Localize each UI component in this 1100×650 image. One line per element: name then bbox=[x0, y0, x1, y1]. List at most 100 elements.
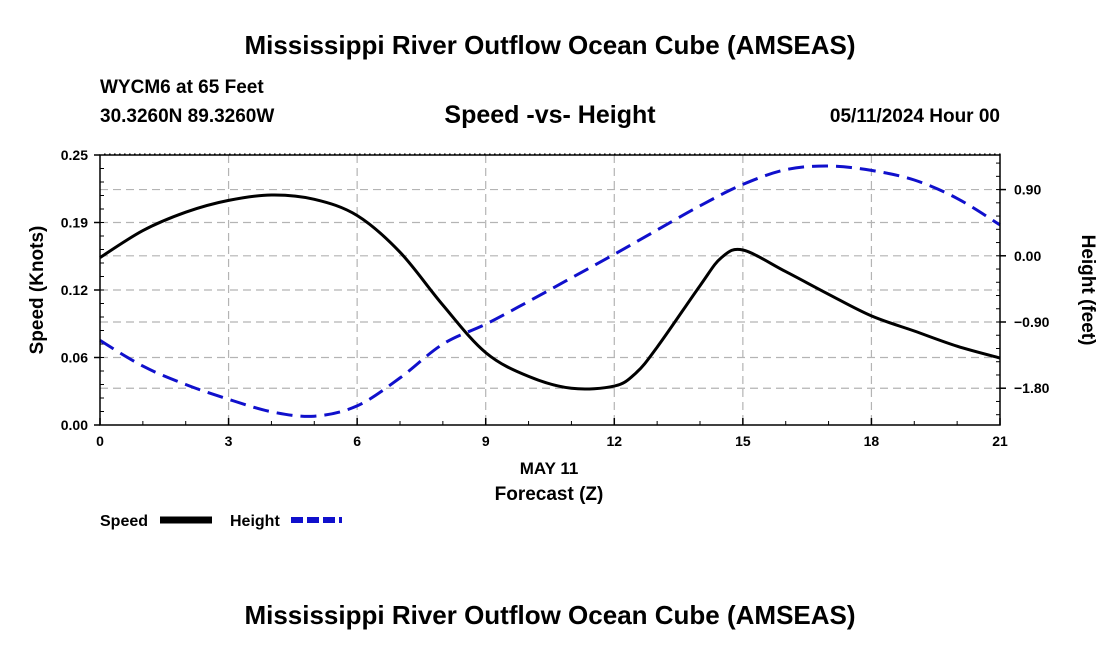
legend: Speed Height bbox=[100, 513, 342, 530]
frame-dot bbox=[924, 153, 926, 156]
frame-dot bbox=[459, 153, 461, 156]
frame-dot bbox=[894, 153, 896, 156]
frame-dot bbox=[254, 153, 256, 156]
x-tick-label: 15 bbox=[735, 433, 751, 449]
frame-dot bbox=[189, 153, 191, 156]
frame-dot bbox=[724, 153, 726, 156]
frame-dot bbox=[204, 153, 206, 156]
frame-dot bbox=[889, 153, 891, 156]
frame-dot bbox=[279, 153, 281, 156]
frame-dot bbox=[154, 153, 156, 156]
frame-dot bbox=[324, 153, 326, 156]
frame-dot bbox=[744, 153, 746, 156]
x-tick-label: 9 bbox=[482, 433, 490, 449]
frame-dot bbox=[859, 153, 861, 156]
frame-dot bbox=[934, 153, 936, 156]
frame-dot bbox=[359, 153, 361, 156]
x-tick-label: 18 bbox=[864, 433, 880, 449]
frame-dot bbox=[864, 153, 866, 156]
frame-dot bbox=[594, 153, 596, 156]
frame-dot bbox=[314, 153, 316, 156]
frame-dot bbox=[599, 153, 601, 156]
frame-dot bbox=[334, 153, 336, 156]
frame-dot bbox=[319, 153, 321, 156]
frame-dot bbox=[944, 153, 946, 156]
frame-dot bbox=[609, 153, 611, 156]
frame-dot bbox=[804, 153, 806, 156]
frame-dot bbox=[709, 153, 711, 156]
frame-dot bbox=[959, 153, 961, 156]
frame-dot bbox=[699, 153, 701, 156]
x-tick-label: 3 bbox=[225, 433, 233, 449]
frame-dot bbox=[484, 153, 486, 156]
frame-dot bbox=[799, 153, 801, 156]
frame-dot bbox=[504, 153, 506, 156]
frame-dot bbox=[954, 153, 956, 156]
frame-dot bbox=[604, 153, 606, 156]
frame-dot bbox=[404, 153, 406, 156]
frame-dot bbox=[839, 153, 841, 156]
x-tick-label: 6 bbox=[353, 433, 361, 449]
series-line-speed bbox=[99, 193, 1001, 391]
frame-dot bbox=[339, 153, 341, 156]
frame-dot bbox=[394, 153, 396, 156]
frame-dot bbox=[354, 153, 356, 156]
frame-dot bbox=[429, 153, 431, 156]
frame-dot bbox=[409, 153, 411, 156]
frame-dot bbox=[554, 153, 556, 156]
frame-dot bbox=[184, 153, 186, 156]
legend-speed-label: Speed bbox=[100, 513, 148, 530]
frame-dot bbox=[329, 153, 331, 156]
frame-dot bbox=[574, 153, 576, 156]
y-right-tick-label: −1.80 bbox=[1014, 380, 1050, 396]
frame-dot bbox=[994, 153, 996, 156]
frame-dot bbox=[849, 153, 851, 156]
frame-dot bbox=[179, 153, 181, 156]
frame-dot bbox=[779, 153, 781, 156]
frame-dot bbox=[719, 153, 721, 156]
frame-dot bbox=[219, 153, 221, 156]
frame-dot bbox=[239, 153, 241, 156]
frame-dot bbox=[144, 153, 146, 156]
frame-dot bbox=[929, 153, 931, 156]
frame-dot bbox=[384, 153, 386, 156]
frame-dot bbox=[419, 153, 421, 156]
station-coordinates: 30.3260N 89.3260W bbox=[100, 106, 275, 127]
frame-dot bbox=[549, 153, 551, 156]
frame-dot bbox=[989, 153, 991, 156]
frame-dot bbox=[139, 153, 141, 156]
y-left-tick-label: 0.19 bbox=[61, 215, 88, 231]
frame-dot bbox=[264, 153, 266, 156]
frame-dot bbox=[659, 153, 661, 156]
frame-dot bbox=[244, 153, 246, 156]
frame-dot bbox=[464, 153, 466, 156]
speed-height-chart: 0 3 6 9 12 15 18 21 0.00 0.06 0.12 0.19 0.25 −1.80 −0.… bbox=[27, 147, 1098, 530]
frame-dot bbox=[949, 153, 951, 156]
frame-dot bbox=[209, 153, 211, 156]
frame-dotted-edges bbox=[104, 153, 1001, 156]
frame-dot bbox=[729, 153, 731, 156]
frame-dot bbox=[169, 153, 171, 156]
frame-dot bbox=[614, 153, 616, 156]
frame-dot bbox=[524, 153, 526, 156]
frame-dot bbox=[669, 153, 671, 156]
frame-dot bbox=[739, 153, 741, 156]
frame-dot bbox=[214, 153, 216, 156]
frame-dot bbox=[439, 153, 441, 156]
frame-dot bbox=[469, 153, 471, 156]
frame-dot bbox=[854, 153, 856, 156]
y-right-tick-label: −0.90 bbox=[1014, 314, 1050, 330]
frame-dot bbox=[489, 153, 491, 156]
frame-dot bbox=[374, 153, 376, 156]
frame-dot bbox=[299, 153, 301, 156]
frame-dot bbox=[104, 153, 106, 156]
series-line-height bbox=[99, 164, 1001, 418]
frame-dot bbox=[714, 153, 716, 156]
frame-dot bbox=[974, 153, 976, 156]
frame-dot bbox=[784, 153, 786, 156]
frame-dot bbox=[844, 153, 846, 156]
frame-dot bbox=[679, 153, 681, 156]
frame-dot bbox=[654, 153, 656, 156]
frame-dot bbox=[869, 153, 871, 156]
x-tick-label: 0 bbox=[96, 433, 104, 449]
